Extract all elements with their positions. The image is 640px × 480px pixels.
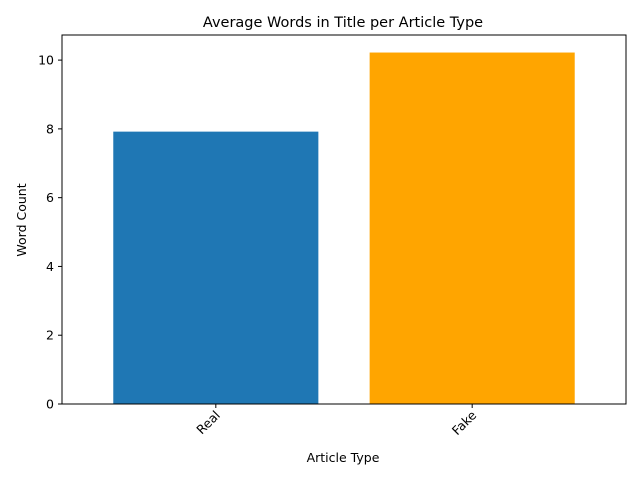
x-tick-label-fake: Fake — [449, 407, 480, 438]
y-tick-label: 4 — [46, 259, 54, 274]
y-tick-label: 0 — [46, 397, 54, 412]
y-tick-label: 10 — [38, 53, 54, 68]
x-axis-title: Article Type — [307, 450, 380, 465]
bar-real — [113, 131, 319, 404]
y-axis-title: Word Count — [14, 183, 29, 256]
x-tick-label-real: Real — [193, 408, 223, 438]
plot-area: 0 2 4 6 8 10 Real Fake — [38, 34, 627, 438]
y-tick-label: 6 — [46, 190, 54, 205]
plot-frame — [61, 34, 627, 405]
y-tick-label: 2 — [46, 328, 54, 343]
chart-title: Average Words in Title per Article Type — [203, 15, 483, 31]
y-tick-label: 8 — [46, 121, 54, 136]
bar-fake — [369, 52, 575, 405]
